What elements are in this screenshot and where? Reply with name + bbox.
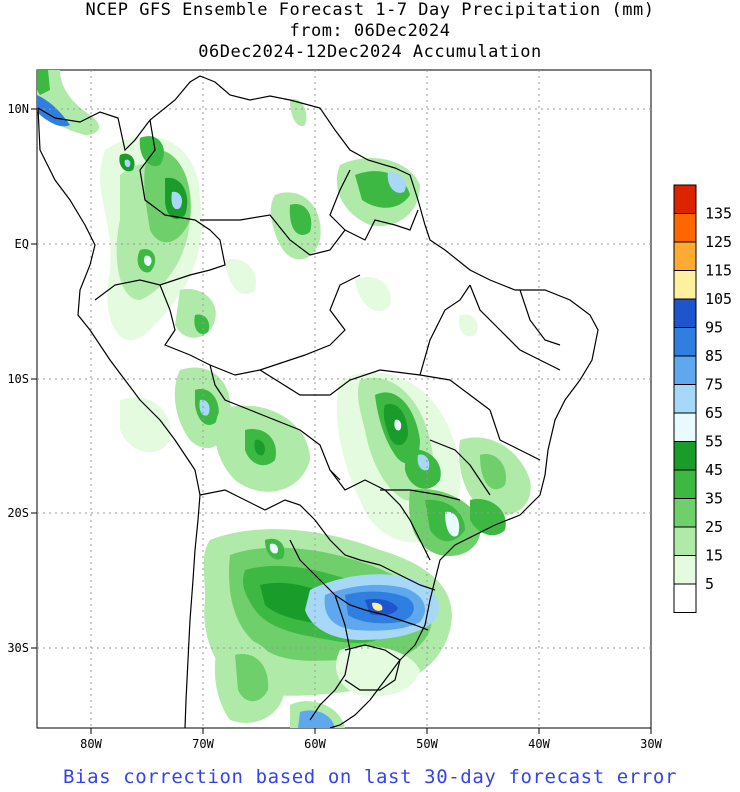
lon-axis-labels: 80W 70W 60W 50W 40W 30W — [80, 737, 662, 751]
lat-label-20s: 20S — [7, 506, 29, 520]
legend-swatch — [673, 498, 697, 528]
legend-swatch — [673, 384, 697, 414]
legend-label: 75 — [705, 376, 723, 394]
legend-label: 5 — [705, 575, 714, 593]
legend-swatch — [673, 298, 697, 328]
legend-label: 45 — [705, 461, 723, 479]
forecast-start-date: from: 06Dec2024 — [289, 21, 451, 41]
precip-field — [37, 70, 531, 728]
legend-swatch — [673, 469, 697, 499]
lon-label-60w: 60W — [304, 737, 326, 751]
map-title: NCEP GFS Ensemble Forecast 1-7 Day Preci… — [85, 0, 655, 20]
color-legend: 135 125 115 105 95 85 75 65 55 45 35 25 15 5 — [673, 184, 732, 613]
legend-swatch — [673, 555, 697, 585]
accumulation-period: 06Dec2024-12Dec2024 Accumulation — [198, 42, 542, 62]
legend-swatches — [673, 184, 697, 613]
axis-ticks — [31, 108, 652, 734]
lat-label-30s: 30S — [7, 641, 29, 655]
lon-label-70w: 70W — [192, 737, 214, 751]
legend-label: 15 — [705, 547, 723, 565]
legend-label: 65 — [705, 404, 723, 422]
legend-label: 85 — [705, 347, 723, 365]
legend-swatch — [673, 184, 697, 214]
lon-label-40w: 40W — [528, 737, 550, 751]
legend-swatch — [673, 441, 697, 471]
legend-swatch — [673, 583, 697, 613]
legend-label: 125 — [705, 233, 732, 251]
legend-swatch — [673, 412, 697, 442]
bias-correction-note: Bias correction based on last 30-day for… — [63, 766, 677, 788]
legend-label: 55 — [705, 433, 723, 451]
legend-labels: 135 125 115 105 95 85 75 65 55 45 35 25 15 5 — [705, 205, 732, 594]
legend-label: 135 — [705, 205, 732, 223]
legend-label: 105 — [705, 290, 732, 308]
lat-axis-labels: 10N EQ 10S 20S 30S — [7, 102, 29, 655]
legend-label: 25 — [705, 518, 723, 536]
legend-swatch — [673, 526, 697, 556]
lon-label-30w: 30W — [640, 737, 662, 751]
legend-swatch — [673, 355, 697, 385]
lon-label-80w: 80W — [80, 737, 102, 751]
legend-swatch — [673, 270, 697, 300]
coastlines-borders — [37, 75, 599, 728]
legend-swatch — [673, 213, 697, 243]
legend-swatch — [673, 327, 697, 357]
lat-label-10n: 10N — [7, 102, 29, 116]
legend-label: 95 — [705, 319, 723, 337]
legend-swatch — [673, 241, 697, 271]
legend-label: 35 — [705, 490, 723, 508]
lon-label-50w: 50W — [416, 737, 438, 751]
lat-lon-grid — [37, 70, 651, 728]
lat-label-eq: EQ — [15, 237, 29, 251]
legend-label: 115 — [705, 262, 732, 280]
lat-label-10s: 10S — [7, 372, 29, 386]
